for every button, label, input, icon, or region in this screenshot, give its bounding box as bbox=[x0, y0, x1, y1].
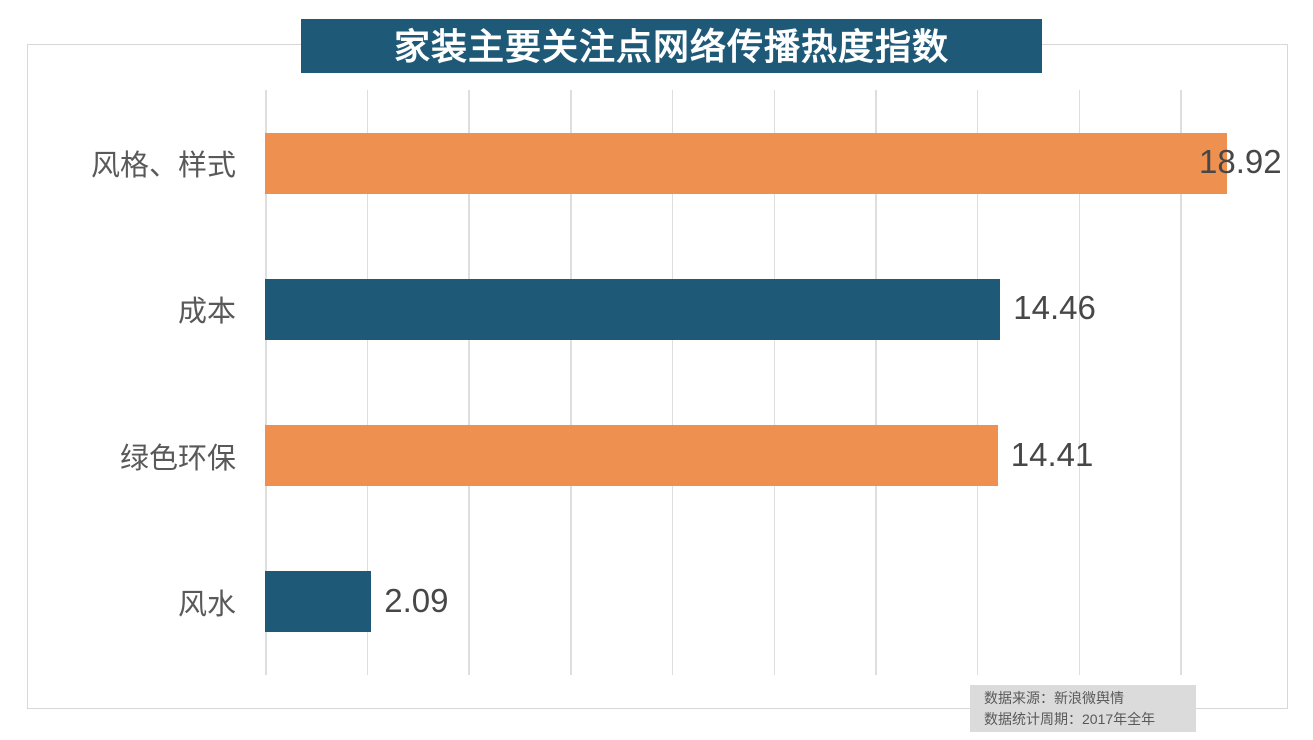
bar bbox=[265, 425, 998, 487]
bar bbox=[265, 278, 1001, 340]
value-label: 2.09 bbox=[384, 582, 449, 620]
source-note-line2: 数据统计周期：2017年全年 bbox=[984, 711, 1156, 727]
gridline bbox=[773, 90, 775, 675]
source-note-line1: 数据来源：新浪微舆情 bbox=[984, 690, 1124, 706]
bar bbox=[265, 132, 1228, 194]
value-label: 14.46 bbox=[1013, 289, 1096, 327]
gridline bbox=[570, 90, 572, 675]
category-label: 风格、样式 bbox=[90, 150, 236, 183]
gridline bbox=[976, 90, 979, 675]
gridline bbox=[1180, 90, 1182, 675]
gridline bbox=[875, 90, 877, 675]
gridline bbox=[468, 90, 470, 675]
value-label: 18.92 bbox=[1199, 143, 1282, 181]
category-label: 成本 bbox=[177, 296, 236, 329]
chart-title: 家装主要关注点网络传播热度指数 bbox=[301, 19, 1042, 73]
gridline bbox=[265, 90, 267, 675]
gridline bbox=[1078, 90, 1081, 675]
value-label: 14.41 bbox=[1010, 435, 1094, 473]
bar bbox=[265, 571, 372, 633]
category-label: 绿色环保 bbox=[119, 442, 236, 475]
gridline bbox=[671, 90, 674, 675]
source-note: 数据来源：新浪微舆情 数据统计周期：2017年全年 bbox=[970, 685, 1196, 732]
gridline bbox=[366, 90, 369, 675]
category-label: 风水 bbox=[177, 588, 236, 621]
